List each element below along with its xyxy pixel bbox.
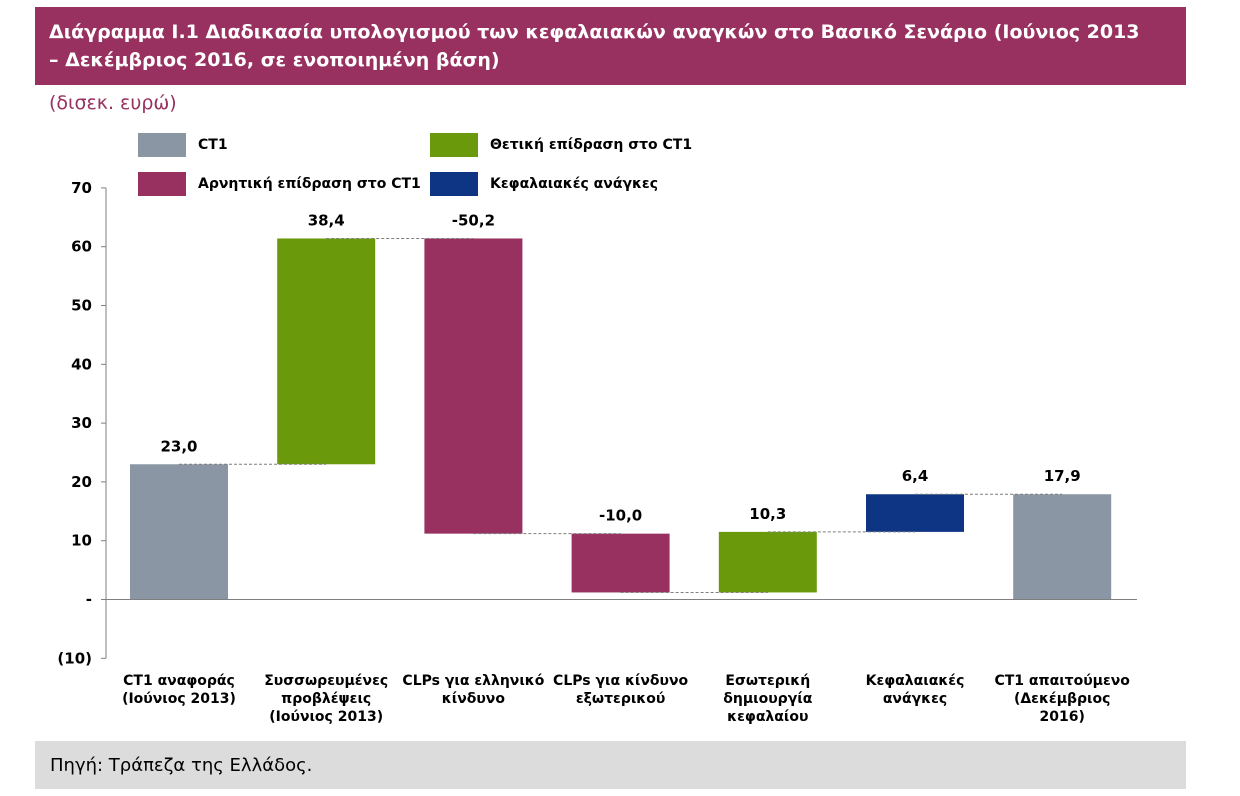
legend-label-positive: Θετική επίδραση στο CT1 [490, 137, 693, 153]
category-label-line: (Δεκέμβριος [1013, 691, 1111, 707]
legend-label-capital-needs: Κεφαλαιακές ανάγκες [490, 176, 659, 192]
category-label-3: CLPs για ελληνικό κίνδυνο [398, 672, 548, 708]
unit-label: (δισεκ. ευρώ) [49, 92, 177, 114]
legend-swatch-capital-needs [430, 172, 478, 196]
data-label-4: -10,0 [599, 507, 642, 525]
category-label-line: Συσσωρευμένες [264, 673, 389, 689]
y-tick-label: (10) [57, 649, 92, 667]
legend-label-negative: Αρνητική επίδραση στο CT1 [198, 176, 421, 192]
category-label-line: ανάγκες [882, 691, 948, 707]
y-tick-label: - [86, 591, 92, 609]
bar-1 [130, 464, 228, 600]
legend-label-ct1: CT1 [198, 137, 228, 153]
legend-swatch-negative [138, 172, 186, 196]
chart-title-line-1: Διάγραμμα Ι.1 Διαδικασία υπολογισμού των… [49, 21, 1140, 43]
category-label-2: Συσσωρευμένες προβλέψεις (Ιούνιος 2013) [251, 672, 401, 726]
legend-item-positive: Θετική επίδραση στο CT1 [430, 133, 692, 157]
category-label-line: Εσωτερική [725, 673, 811, 689]
y-tick-label: 40 [71, 355, 92, 373]
category-label-4: CLPs για κίνδυνο εξωτερικού [546, 672, 696, 708]
chart-title-bar: Διάγραμμα Ι.1 Διαδικασία υπολογισμού των… [35, 7, 1186, 85]
legend-swatch-ct1 [138, 133, 186, 157]
bar-7 [1013, 494, 1112, 600]
y-tick-label: 30 [71, 414, 92, 432]
category-label-line: κίνδυνο [441, 691, 505, 707]
category-label-line: δημιουργία [723, 691, 813, 707]
y-tick-label: 60 [71, 238, 92, 256]
category-label-1: CT1 αναφοράς (Ιούνιος 2013) [104, 672, 254, 708]
data-label-6: 6,4 [902, 467, 929, 485]
legend-item-ct1: CT1 [138, 133, 228, 157]
y-tick-label: 20 [71, 473, 92, 491]
y-tick-label: 10 [71, 532, 92, 550]
category-label-line: 2016) [1039, 709, 1085, 725]
category-label-6: Κεφαλαιακές ανάγκες [840, 672, 990, 708]
category-label-line: CT1 αναφοράς [123, 673, 235, 689]
category-label-7: CT1 απαιτούμενο (Δεκέμβριος 2016) [987, 672, 1137, 726]
category-label-line: (Ιούνιος 2013) [269, 709, 384, 725]
legend-swatch-positive [430, 133, 478, 157]
data-label-1: 23,0 [160, 437, 197, 455]
data-label-7: 17,9 [1044, 467, 1081, 485]
category-label-5: Εσωτερική δημιουργία κεφαλαίου [693, 672, 843, 726]
y-tick-label: 50 [71, 297, 92, 315]
category-label-line: CT1 απαιτούμενο [994, 673, 1130, 689]
category-label-line: κεφαλαίου [727, 709, 809, 725]
category-label-line: CLPs για κίνδυνο [553, 673, 689, 689]
bar-2 [277, 238, 376, 465]
bar-4 [571, 533, 670, 593]
source-note: Πηγή: Τράπεζα της Ελλάδος. [35, 741, 1186, 789]
category-label-line: Κεφαλαιακές [865, 673, 965, 689]
category-label-line: προβλέψεις [281, 691, 372, 707]
chart-title-line-2: – Δεκέμβριος 2016, σε ενοποιημένη βάση) [49, 49, 500, 71]
y-tick-label: 70 [71, 179, 92, 197]
data-label-3: -50,2 [452, 211, 495, 229]
data-label-2: 38,4 [308, 211, 345, 229]
category-label-line: εξωτερικού [575, 691, 666, 707]
bar-6 [866, 494, 964, 532]
legend-item-negative: Αρνητική επίδραση στο CT1 [138, 172, 421, 196]
category-label-line: CLPs για ελληνικό [402, 673, 545, 689]
bar-3 [424, 238, 523, 534]
bar-5 [718, 531, 817, 593]
data-label-5: 10,3 [749, 505, 786, 523]
category-label-line: (Ιούνιος 2013) [122, 691, 236, 707]
legend-item-capital-needs: Κεφαλαιακές ανάγκες [430, 172, 658, 196]
